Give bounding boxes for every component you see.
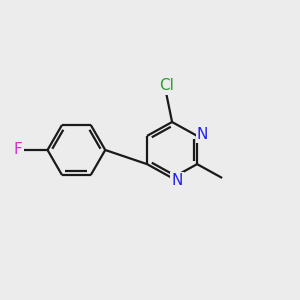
Text: F: F bbox=[14, 142, 22, 158]
Text: Cl: Cl bbox=[159, 78, 174, 93]
Text: N: N bbox=[197, 127, 208, 142]
Text: N: N bbox=[172, 173, 183, 188]
